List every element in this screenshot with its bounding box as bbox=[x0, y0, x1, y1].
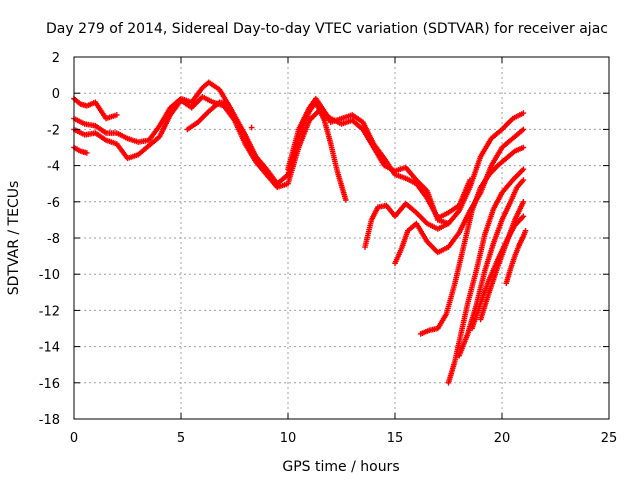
series-track-8 bbox=[362, 200, 452, 250]
y-tick-label: -18 bbox=[39, 413, 60, 428]
data-marks bbox=[71, 79, 529, 386]
y-tick-label: -8 bbox=[47, 232, 60, 247]
x-axis-label: GPS time / hours bbox=[282, 459, 399, 475]
y-tick-label: -16 bbox=[39, 377, 60, 392]
axis-ticks: 0 5 10 15 20 25 -18 -16 -14 -12 -10 -8 -6 -4 -2 0 2 bbox=[39, 51, 618, 446]
y-tick-label: -4 bbox=[47, 160, 60, 175]
y-tick-label: -6 bbox=[47, 196, 60, 211]
x-tick-label: 5 bbox=[177, 431, 185, 446]
series-track-1 bbox=[71, 95, 120, 122]
x-tick-label: 10 bbox=[280, 431, 297, 446]
series-track-10 bbox=[417, 144, 527, 337]
y-tick-label: -12 bbox=[39, 304, 60, 319]
series-track-11 bbox=[445, 166, 527, 386]
series-track-6 bbox=[248, 124, 255, 131]
y-tick-label: 0 bbox=[52, 87, 60, 102]
chart-title: Day 279 of 2014, Sidereal Day-to-day VTE… bbox=[46, 21, 608, 37]
series-track-7 bbox=[285, 95, 473, 221]
y-tick-label: -2 bbox=[47, 123, 60, 138]
y-tick-label: 2 bbox=[52, 51, 60, 66]
series-track-12 bbox=[456, 177, 527, 359]
x-tick-label: 20 bbox=[494, 431, 511, 446]
x-tick-label: 25 bbox=[601, 431, 618, 446]
series-track-14 bbox=[477, 199, 527, 323]
x-tick-label: 15 bbox=[387, 431, 404, 446]
x-tick-label: 0 bbox=[70, 431, 78, 446]
y-tick-label: -10 bbox=[39, 268, 60, 283]
grid-lines bbox=[74, 57, 609, 419]
y-tick-label: -14 bbox=[39, 341, 60, 356]
y-axis-label: SDTVAR / TECUs bbox=[6, 181, 22, 296]
series-track-5 bbox=[184, 99, 231, 133]
series-track-15 bbox=[503, 227, 529, 287]
